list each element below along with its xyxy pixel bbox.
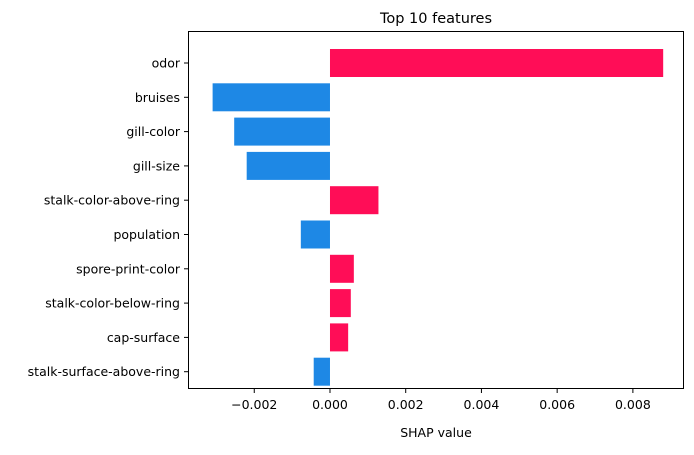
- y-tick-label: stalk-surface-above-ring: [28, 364, 180, 379]
- y-tick-label: cap-surface: [107, 330, 180, 345]
- x-axis-label: SHAP value: [400, 425, 472, 440]
- y-tick-label: gill-color: [126, 124, 181, 139]
- bar-stalk-surface-above-ring: [313, 357, 330, 386]
- bar-odor: [329, 49, 664, 77]
- y-tick-label: stalk-color-above-ring: [44, 193, 180, 208]
- bar-spore-print-color: [329, 254, 354, 283]
- x-tick-label: 0.006: [539, 397, 575, 412]
- x-tick-label: 0.002: [388, 397, 424, 412]
- x-tick-label: 0.000: [312, 397, 348, 412]
- bar-gill-color: [234, 117, 330, 146]
- y-tick-label: population: [113, 227, 180, 242]
- bars-group: [212, 49, 664, 386]
- x-axis-ticks: −0.002 0.000 0.002 0.004 0.006 0.008: [231, 389, 651, 412]
- y-tick-label: bruises: [135, 90, 180, 105]
- y-tick-label: gill-size: [133, 158, 180, 173]
- bar-population: [300, 220, 330, 249]
- bar-gill-size: [246, 151, 330, 180]
- y-tick-label: odor: [152, 56, 181, 71]
- chart-title: Top 10 features: [379, 11, 492, 27]
- plot-frame: [188, 31, 684, 389]
- y-tick-label: stalk-color-below-ring: [45, 296, 180, 311]
- bar-bruises: [212, 83, 330, 112]
- bar-stalk-color-below-ring: [329, 289, 351, 318]
- x-tick-label: 0.004: [464, 397, 500, 412]
- x-tick-label: 0.008: [615, 397, 651, 412]
- bar-cap-surface: [329, 323, 349, 352]
- x-tick-label: −0.002: [231, 397, 277, 412]
- y-tick-label: spore-print-color: [76, 261, 181, 276]
- bar-stalk-color-above-ring: [329, 186, 379, 215]
- y-axis-ticks: odor bruises gill-color gill-size stalk-colo…: [28, 56, 188, 379]
